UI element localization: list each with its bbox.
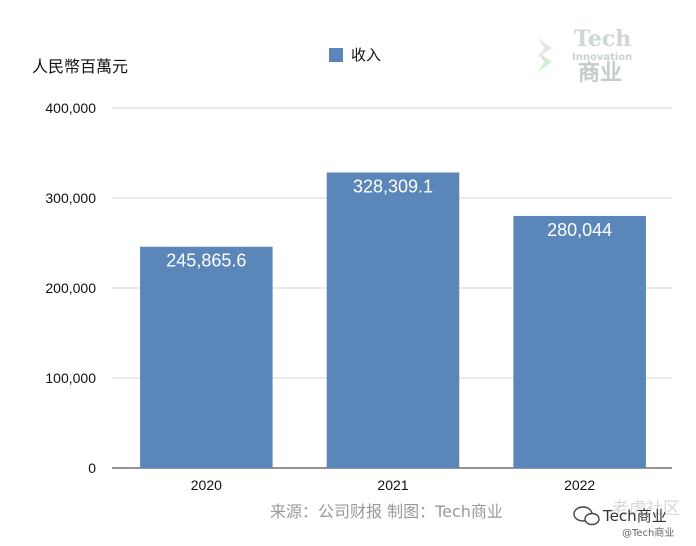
y-tick-label: 200,000 [45, 280, 96, 296]
bar-2021 [326, 172, 460, 469]
data-label-2020: 245,865.6 [166, 251, 246, 271]
brand-logo: Tech Innovation 商业 [538, 26, 632, 86]
bars: 245,865.6 328,309.1 280,044 [140, 172, 646, 469]
data-label-2022: 280,044 [547, 220, 612, 240]
data-label-2021: 328,309.1 [353, 177, 433, 197]
y-axis-ticks: 0 100,000 200,000 300,000 400,000 [45, 100, 96, 476]
legend-label: 收入 [351, 46, 381, 64]
watermark-main-text: Tech商业 [602, 507, 667, 525]
legend-swatch [329, 48, 343, 62]
y-tick-label: 400,000 [45, 100, 96, 116]
y-tick-label: 0 [88, 460, 96, 476]
y-axis-label: 人民幣百萬元 [32, 57, 128, 76]
x-tick-label: 2021 [377, 477, 408, 493]
bar-2020 [140, 246, 273, 468]
logo-text-cn: 商业 [578, 60, 622, 86]
logo-arrow-icon [538, 38, 552, 58]
x-tick-label: 2022 [564, 477, 595, 493]
x-axis-ticks: 2020 2021 2022 [191, 477, 596, 493]
y-tick-label: 300,000 [45, 190, 96, 206]
bar-2022 [513, 215, 646, 468]
source-note: 来源：公司财报 制图：Tech商业 [270, 502, 503, 521]
watermark-handle: @Tech商业 [622, 526, 674, 539]
y-tick-label: 100,000 [45, 370, 96, 386]
legend: 收入 [329, 46, 381, 64]
watermark: 老虎社区 Tech商业 @Tech商业 [573, 499, 680, 539]
logo-text-innovation: Innovation [572, 52, 632, 63]
logo-arrow-icon [538, 52, 552, 72]
logo-text-tech: Tech [574, 26, 631, 52]
x-tick-label: 2020 [191, 477, 222, 493]
watermark-ghost-text: 老虎社区 [612, 499, 680, 519]
wechat-icon [573, 506, 600, 526]
